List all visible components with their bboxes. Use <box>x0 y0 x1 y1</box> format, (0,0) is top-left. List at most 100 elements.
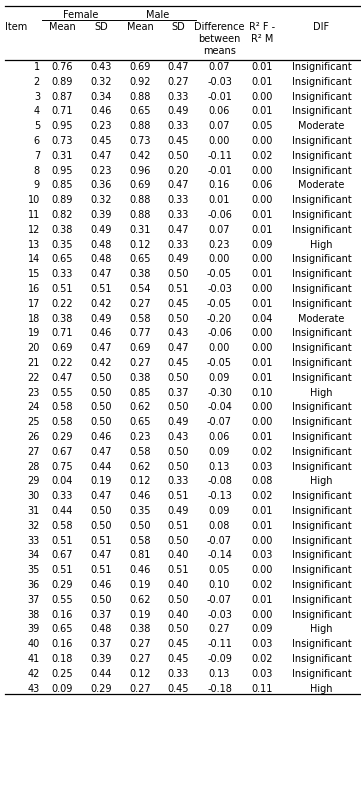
Text: 0.58: 0.58 <box>129 313 151 323</box>
Text: 0.95: 0.95 <box>51 121 73 131</box>
Text: Insignificant: Insignificant <box>292 225 351 234</box>
Text: Insignificant: Insignificant <box>292 151 351 161</box>
Text: 0.51: 0.51 <box>167 283 189 294</box>
Text: 0.01: 0.01 <box>252 594 273 604</box>
Text: 0.69: 0.69 <box>51 343 73 353</box>
Text: 0.10: 0.10 <box>252 387 273 397</box>
Text: 6: 6 <box>34 136 40 146</box>
Text: 0.33: 0.33 <box>167 239 189 249</box>
Text: Insignificant: Insignificant <box>292 491 351 500</box>
Text: 0.33: 0.33 <box>51 491 73 500</box>
Text: 0.00: 0.00 <box>252 343 273 353</box>
Text: 0.37: 0.37 <box>167 387 189 397</box>
Text: 42: 42 <box>28 668 40 678</box>
Text: 0.00: 0.00 <box>252 328 273 338</box>
Text: 0.65: 0.65 <box>129 254 151 264</box>
Text: 0.02: 0.02 <box>252 151 273 161</box>
Text: 0.33: 0.33 <box>167 195 189 205</box>
Text: 0.65: 0.65 <box>129 417 151 426</box>
Text: 0.09: 0.09 <box>209 446 230 456</box>
Text: 28: 28 <box>28 461 40 471</box>
Text: 0.49: 0.49 <box>90 225 112 234</box>
Text: 0.50: 0.50 <box>167 402 189 412</box>
Text: 0.00: 0.00 <box>252 136 273 146</box>
Text: 0.07: 0.07 <box>209 225 230 234</box>
Text: 0.27: 0.27 <box>129 299 151 308</box>
Text: -0.20: -0.20 <box>207 313 232 323</box>
Text: 0.75: 0.75 <box>51 461 73 471</box>
Text: 0.55: 0.55 <box>51 387 73 397</box>
Text: 0.33: 0.33 <box>167 476 189 486</box>
Text: 0.06: 0.06 <box>252 180 273 190</box>
Text: 0.51: 0.51 <box>51 535 73 545</box>
Text: 40: 40 <box>28 638 40 648</box>
Text: 0.54: 0.54 <box>129 283 151 294</box>
Text: 0.00: 0.00 <box>252 535 273 545</box>
Text: 0.47: 0.47 <box>90 491 112 500</box>
Text: 0.16: 0.16 <box>51 609 73 619</box>
Text: 16: 16 <box>28 283 40 294</box>
Text: 0.02: 0.02 <box>252 446 273 456</box>
Text: 31: 31 <box>28 505 40 516</box>
Text: 0.31: 0.31 <box>129 225 151 234</box>
Text: Insignificant: Insignificant <box>292 505 351 516</box>
Text: 0.50: 0.50 <box>167 373 189 382</box>
Text: 0.33: 0.33 <box>167 92 189 101</box>
Text: 0.09: 0.09 <box>209 505 230 516</box>
Text: 0.08: 0.08 <box>209 520 230 530</box>
Text: 0.50: 0.50 <box>167 269 189 279</box>
Text: High: High <box>310 624 333 634</box>
Text: 0.00: 0.00 <box>252 609 273 619</box>
Text: 0.05: 0.05 <box>209 565 230 574</box>
Text: 0.23: 0.23 <box>209 239 230 249</box>
Text: 0.01: 0.01 <box>252 373 273 382</box>
Text: 0.43: 0.43 <box>167 431 189 442</box>
Text: 0.29: 0.29 <box>51 579 73 589</box>
Text: 0.69: 0.69 <box>129 180 151 190</box>
Text: 0.44: 0.44 <box>90 668 112 678</box>
Text: 0.34: 0.34 <box>90 92 112 101</box>
Text: 41: 41 <box>28 653 40 663</box>
Text: 0.50: 0.50 <box>90 505 112 516</box>
Text: 0.29: 0.29 <box>90 683 112 693</box>
Text: -0.04: -0.04 <box>207 402 232 412</box>
Text: 0.50: 0.50 <box>90 520 112 530</box>
Text: 0.06: 0.06 <box>209 106 230 116</box>
Text: 0.45: 0.45 <box>167 136 189 146</box>
Text: 0.42: 0.42 <box>129 151 151 161</box>
Text: -0.05: -0.05 <box>207 299 232 308</box>
Text: 0.11: 0.11 <box>252 683 273 693</box>
Text: 0.38: 0.38 <box>129 624 151 634</box>
Text: Insignificant: Insignificant <box>292 195 351 205</box>
Text: Insignificant: Insignificant <box>292 343 351 353</box>
Text: 9: 9 <box>34 180 40 190</box>
Text: 0.01: 0.01 <box>252 505 273 516</box>
Text: 0.18: 0.18 <box>51 653 73 663</box>
Text: 0.88: 0.88 <box>129 195 151 205</box>
Text: 0.02: 0.02 <box>252 653 273 663</box>
Text: -0.05: -0.05 <box>207 357 232 368</box>
Text: 36: 36 <box>28 579 40 589</box>
Text: 0.51: 0.51 <box>167 565 189 574</box>
Text: Insignificant: Insignificant <box>292 653 351 663</box>
Text: 0.45: 0.45 <box>167 653 189 663</box>
Text: 0.12: 0.12 <box>129 476 151 486</box>
Text: 0.47: 0.47 <box>51 373 73 382</box>
Text: 1: 1 <box>34 62 40 72</box>
Text: 35: 35 <box>28 565 40 574</box>
Text: 0.01: 0.01 <box>252 269 273 279</box>
Text: 0.03: 0.03 <box>252 550 273 560</box>
Text: 43: 43 <box>28 683 40 693</box>
Text: 0.55: 0.55 <box>51 594 73 604</box>
Text: 0.62: 0.62 <box>129 461 151 471</box>
Text: 0.44: 0.44 <box>51 505 73 516</box>
Text: 0.39: 0.39 <box>90 210 112 220</box>
Text: 0.50: 0.50 <box>167 624 189 634</box>
Text: High: High <box>310 387 333 397</box>
Text: -0.05: -0.05 <box>207 269 232 279</box>
Text: 0.46: 0.46 <box>90 579 112 589</box>
Text: 0.88: 0.88 <box>129 92 151 101</box>
Text: 0.76: 0.76 <box>51 62 73 72</box>
Text: 0.08: 0.08 <box>252 476 273 486</box>
Text: Insignificant: Insignificant <box>292 417 351 426</box>
